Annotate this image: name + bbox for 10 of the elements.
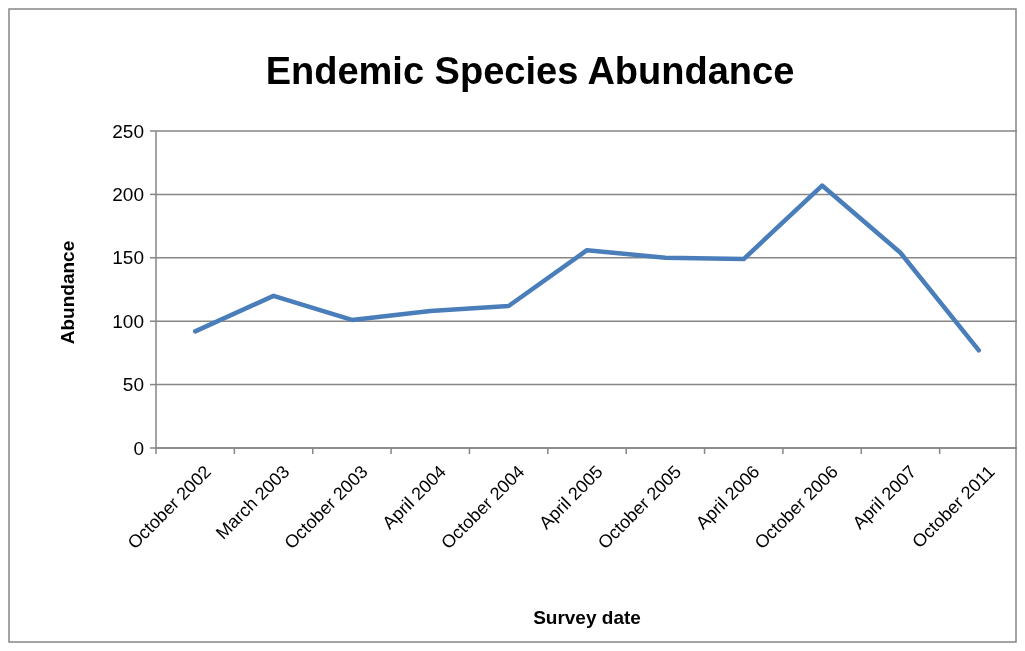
x-axis-title: Survey date [533, 607, 641, 628]
y-tick-label: 150 [112, 247, 144, 269]
y-tick-label: 100 [112, 310, 144, 332]
y-tick-label: 0 [133, 437, 144, 459]
line-series [192, 183, 982, 353]
chart-title: Endemic Species Abundance [265, 50, 795, 92]
y-axis-title: Abundance [57, 240, 78, 345]
y-tick-label: 50 [122, 374, 144, 396]
y-tick-label: 200 [112, 184, 144, 206]
y-tick-label: 250 [112, 120, 144, 142]
